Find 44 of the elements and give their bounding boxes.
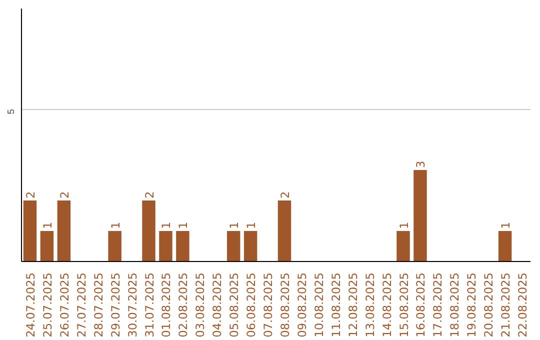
data-label: 2 [57,191,72,199]
x-tick-label: 10.08.2025 [312,272,326,338]
x-tick-label: 01.08.2025 [159,272,174,338]
data-label: 1 [227,222,242,230]
data-label: 1 [40,222,54,230]
x-tick-label: 12.08.2025 [346,272,360,338]
x-tick-label: 30.07.2025 [125,272,140,338]
x-tick-label: 20.08.2025 [482,272,496,338]
data-label: 2 [23,191,38,199]
x-tick-label: 05.08.2025 [227,272,242,338]
x-tick-label: 03.08.2025 [193,272,208,338]
y-tick-label: 5 [6,109,16,114]
data-label: 1 [108,222,122,230]
data-label: 1 [159,222,174,230]
x-tick-label: 21.08.2025 [498,272,513,338]
x-tick-label: 22.08.2025 [516,272,530,338]
data-label: 1 [176,222,190,230]
x-tick-label: 17.08.2025 [430,272,445,338]
x-tick-label: 02.08.2025 [176,272,190,338]
x-tick-label: 04.08.2025 [210,272,224,338]
x-tick-label: 31.07.2025 [142,272,156,338]
x-tick-label: 29.07.2025 [108,272,122,338]
x-tick-label: 26.07.2025 [57,272,72,338]
x-tick-label: 27.07.2025 [74,272,88,338]
data-label: 2 [142,191,156,199]
x-tick-label: 28.07.2025 [91,272,106,338]
data-label: 1 [498,222,513,230]
x-tick-label: 11.08.2025 [328,272,343,338]
x-tick-label: 16.08.2025 [414,272,428,338]
data-label: 1 [396,222,411,230]
x-tick-label: 06.08.2025 [244,272,258,338]
x-tick-label: 18.08.2025 [448,272,462,338]
x-tick-label: 07.08.2025 [261,272,276,338]
data-label: 2 [278,191,292,199]
data-label: 3 [414,160,428,168]
x-tick-label: 25.07.2025 [40,272,54,338]
x-tick-label: 13.08.2025 [362,272,377,338]
x-tick-label: 24.07.2025 [23,272,38,338]
x-tick-label: 15.08.2025 [396,272,411,338]
data-label: 1 [244,222,258,230]
x-tick-label: 14.08.2025 [380,272,394,338]
x-tick-label: 08.08.2025 [278,272,292,338]
x-tick-label: 19.08.2025 [464,272,479,338]
x-tick-label: 09.08.2025 [294,272,309,338]
